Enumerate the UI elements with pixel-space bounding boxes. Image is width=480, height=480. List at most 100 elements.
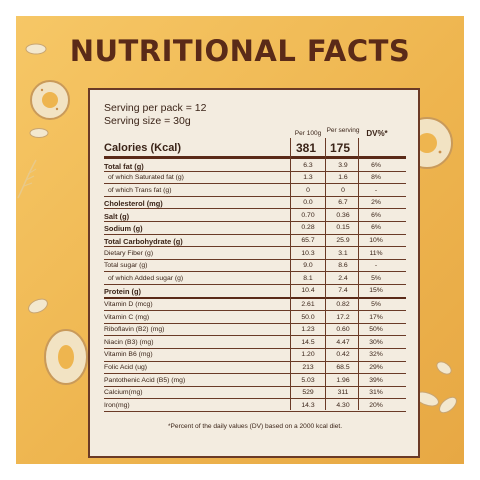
oat-grain-icon — [436, 361, 452, 375]
table-row: of which Trans fat (g) 0 0 - — [104, 184, 406, 197]
serving-per-pack: Serving per pack = 12 — [104, 102, 207, 114]
perserving-value: 6.7 — [338, 199, 348, 207]
nutrient-label: Salt (g) — [104, 211, 130, 221]
dv-value: 39% — [369, 376, 383, 384]
oat-grain-icon — [25, 43, 47, 55]
calories-perserving: 175 — [330, 141, 351, 155]
table-row: Calcium(mg) 529 311 31% — [104, 387, 406, 400]
nutrient-label: Protein (g) — [104, 287, 141, 297]
dv-value: - — [374, 262, 378, 270]
per100-value: 0 — [306, 186, 310, 194]
dv-value: 30% — [369, 338, 383, 346]
perserving-value: 7.4 — [338, 287, 348, 295]
dv-value: 29% — [369, 364, 383, 371]
per100-value: 2.61 — [301, 301, 315, 309]
dv-value: 6% — [371, 224, 381, 232]
perserving-value: 1.96 — [336, 376, 350, 384]
dv-value: 32% — [369, 351, 383, 359]
table-row: of which Saturated fat (g) 1.3 1.6 8% — [104, 172, 406, 185]
table-row: Vitamin D (mcg) 2.61 0.82 5% — [104, 299, 406, 312]
nutrient-label: Vitamin C (mg) — [104, 313, 150, 321]
nutrient-label: of which Saturated fat (g) — [108, 174, 184, 182]
dv-value: 5% — [371, 274, 381, 282]
nutrient-label: Pantothenic Acid (B5) (mg) — [104, 376, 186, 384]
dv-value: 31% — [369, 389, 383, 397]
nutrient-label: Cholesterol (mg) — [104, 199, 163, 209]
per100-value: 65.7 — [301, 237, 315, 245]
per100-value: 1.3 — [303, 174, 313, 182]
perserving-value: 0.42 — [336, 351, 350, 359]
oat-grain-icon — [29, 128, 49, 138]
table-row: Sodium (g) 0.28 0.15 6% — [104, 222, 406, 235]
column-divider — [325, 138, 326, 410]
nutrient-label: Niacin (B3) (mg) — [104, 338, 154, 346]
nutrient-label: Sodium (g) — [104, 224, 143, 234]
nutrient-label: Total sugar (g) — [104, 262, 148, 270]
perserving-value: 0.36 — [336, 211, 350, 219]
page-title: NUTRITIONAL FACTS — [69, 34, 411, 68]
dv-value: 11% — [369, 249, 383, 257]
col-dv-label: DV%* — [366, 129, 388, 138]
table-row: Dietary Fiber (g) 10.3 3.1 11% — [104, 247, 406, 260]
oat-grain-icon — [439, 396, 457, 414]
dv-value: 2% — [371, 199, 381, 207]
table-row: of which Added sugar (g) 8.1 2.4 5% — [104, 272, 406, 285]
dv-value: 10% — [369, 237, 383, 245]
cereal-ring-icon — [30, 80, 70, 120]
table-row: Protein (g) 10.4 7.4 15% — [104, 285, 406, 299]
dv-value: 6% — [371, 161, 381, 169]
table-row: Total Carbohydrate (g) 65.7 25.9 10% — [104, 235, 406, 248]
serving-size: Serving size = 30g — [104, 115, 191, 127]
nutrient-label: Calcium(mg) — [104, 389, 143, 397]
table-row: Pantothenic Acid (B5) (mg) 5.03 1.96 39% — [104, 374, 406, 387]
per100-value: 0.0 — [303, 199, 313, 207]
perserving-value: 17.2 — [336, 313, 350, 321]
nutrient-label: Dietary Fiber (g) — [104, 249, 154, 257]
per100-value: 213 — [302, 364, 314, 371]
perserving-value: 8.6 — [338, 262, 348, 270]
table-row: Total fat (g) 6.3 3.9 6% — [104, 159, 406, 172]
table-row: Cholesterol (mg) 0.0 6.7 2% — [104, 197, 406, 210]
perserving-value: 3.9 — [338, 161, 348, 169]
table-row: Riboflavin (B2) (mg) 1.23 0.60 50% — [104, 324, 406, 337]
per100-value: 529 — [302, 389, 314, 397]
calories-label: Calories (Kcal) — [104, 142, 182, 154]
perserving-value: 68.5 — [336, 364, 350, 371]
col-per100-label: Per 100g — [294, 130, 322, 137]
per100-value: 14.3 — [301, 401, 315, 409]
perserving-value: 0 — [341, 186, 345, 194]
cereal-ring-icon — [44, 329, 88, 385]
col-perserving-text: Per serving — [326, 127, 360, 134]
dv-value: 17% — [369, 313, 383, 321]
nutrition-card: NUTRITIONAL FACTS Serving per pack = 12 … — [16, 16, 464, 464]
per100-value: 8.1 — [303, 274, 313, 282]
calories-row: Calories (Kcal) 381 175 — [104, 141, 406, 159]
column-divider — [290, 138, 291, 410]
nutrient-label: of which Added sugar (g) — [108, 274, 184, 282]
table-row: Salt (g) 0.70 0.36 6% — [104, 209, 406, 222]
perserving-value: 0.15 — [336, 224, 350, 232]
dv-value: 20% — [369, 401, 383, 409]
per100-value: 1.23 — [301, 326, 315, 334]
per100-value: 0.28 — [301, 224, 315, 232]
perserving-value: 0.82 — [336, 301, 350, 309]
per100-value: 5.03 — [301, 376, 315, 384]
nutrient-label: of which Trans fat (g) — [108, 186, 172, 194]
perserving-value: 3.1 — [338, 249, 348, 257]
per100-value: 1.20 — [301, 351, 315, 359]
table-row: Iron(mg) 14.3 4.30 20% — [104, 399, 406, 412]
nutrient-label: Riboflavin (B2) (mg) — [104, 326, 165, 334]
nutrition-panel: Serving per pack = 12 Serving size = 30g… — [88, 88, 420, 458]
table-row: Vitamin C (mg) 50.0 17.2 17% — [104, 311, 406, 324]
table-row: Folic Acid (ug) 213 68.5 29% — [104, 362, 406, 375]
dv-value: 15% — [369, 287, 383, 295]
nutrient-label: Folic Acid (ug) — [104, 364, 148, 371]
per100-value: 14.5 — [301, 338, 315, 346]
per100-value: 50.0 — [301, 313, 315, 321]
perserving-value: 0.60 — [336, 326, 350, 334]
calories-per100: 381 — [296, 141, 317, 155]
nutrient-label: Vitamin D (mcg) — [104, 301, 153, 309]
per100-value: 10.3 — [301, 249, 315, 257]
nutrient-table: Total fat (g) 6.3 3.9 6% of which Saturated … — [104, 159, 406, 412]
per100-value: 6.3 — [303, 161, 313, 169]
